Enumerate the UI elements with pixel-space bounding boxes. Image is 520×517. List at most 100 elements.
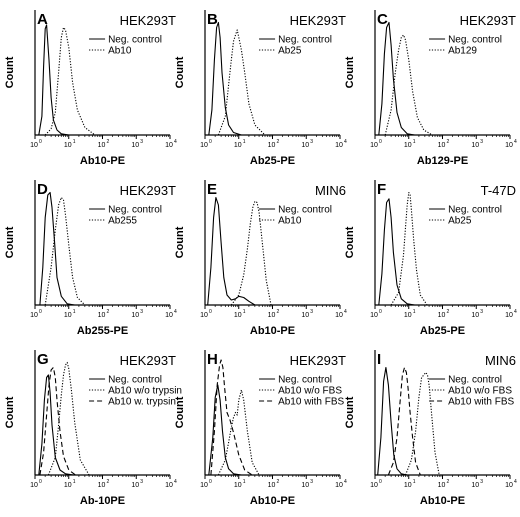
panel-letter: H	[207, 351, 218, 368]
x-tick-label: 10	[438, 312, 446, 319]
x-tick-exponent: 1	[413, 309, 416, 315]
x-tick-label: 10	[268, 312, 276, 319]
x-tick-label: 10	[200, 312, 208, 319]
x-axis-label: Ab25-PE	[250, 155, 295, 167]
cell-line-label: T-47D	[481, 183, 516, 198]
panel-letter: I	[377, 351, 381, 368]
x-tick-exponent: 2	[447, 479, 450, 485]
x-tick-exponent: 3	[310, 479, 313, 485]
x-tick-exponent: 1	[73, 139, 76, 145]
y-axis-label: Count	[4, 396, 16, 428]
legend-label: Ab10 with FBS	[278, 397, 344, 408]
y-axis-label: Count	[174, 396, 186, 428]
y-axis-label: Count	[4, 56, 16, 88]
x-tick-exponent: 0	[379, 309, 382, 315]
x-tick-label: 10	[234, 482, 242, 489]
legend-label: Ab10	[278, 216, 302, 227]
series-line-dotted	[384, 34, 433, 136]
x-tick-label: 10	[370, 142, 378, 149]
legend-label: Neg. control	[108, 205, 162, 216]
x-tick-exponent: 2	[277, 139, 280, 145]
x-tick-label: 10	[131, 312, 139, 319]
x-tick-exponent: 1	[243, 139, 246, 145]
x-tick-exponent: 4	[174, 479, 177, 485]
x-tick-exponent: 0	[379, 479, 382, 485]
x-tick-label: 10	[268, 142, 276, 149]
x-tick-label: 10	[505, 312, 513, 319]
x-tick-exponent: 1	[413, 479, 416, 485]
series-line-dotted	[217, 389, 260, 476]
x-tick-exponent: 1	[413, 139, 416, 145]
legend-label: Ab10 w. trypsin	[108, 397, 176, 408]
series-line-solid	[208, 21, 249, 136]
cell-line-label: HEK293T	[120, 183, 176, 198]
legend-label: Ab25	[448, 216, 472, 227]
legend-label: Ab10 w/o FBS	[278, 386, 342, 397]
x-tick-exponent: 0	[39, 309, 42, 315]
series-line-dotted	[44, 26, 96, 136]
panel-letter: B	[207, 11, 218, 28]
series-line-solid	[378, 21, 415, 136]
x-tick-label: 10	[30, 312, 38, 319]
x-axis-label: Ab10-PE	[80, 155, 125, 167]
y-axis-label: Count	[344, 396, 356, 428]
series-line-dotted	[390, 191, 428, 306]
series-line-solid	[377, 366, 415, 476]
cell-line-label: HEK293T	[290, 13, 346, 28]
legend-label: Neg. control	[278, 205, 332, 216]
x-tick-label: 10	[131, 482, 139, 489]
x-tick-label: 10	[234, 312, 242, 319]
x-tick-exponent: 0	[39, 139, 42, 145]
x-tick-exponent: 4	[514, 309, 517, 315]
x-tick-exponent: 2	[277, 479, 280, 485]
x-tick-exponent: 2	[107, 139, 110, 145]
series-line-solid	[39, 191, 75, 306]
x-tick-label: 10	[370, 312, 378, 319]
x-tick-exponent: 2	[107, 479, 110, 485]
panel-letter: F	[377, 181, 386, 198]
x-tick-exponent: 1	[73, 309, 76, 315]
legend-label: Neg. control	[278, 35, 332, 46]
x-tick-label: 10	[200, 482, 208, 489]
legend-label: Ab255	[108, 216, 137, 227]
series-line-solid	[38, 24, 79, 136]
panel-letter: E	[207, 181, 217, 198]
x-tick-exponent: 0	[209, 139, 212, 145]
x-tick-label: 10	[30, 482, 38, 489]
x-tick-exponent: 2	[107, 309, 110, 315]
x-tick-exponent: 3	[480, 479, 483, 485]
x-tick-label: 10	[404, 312, 412, 319]
x-axis-label: Ab255-PE	[77, 325, 128, 337]
legend-label: Neg. control	[448, 205, 502, 216]
x-tick-label: 10	[335, 482, 343, 489]
x-tick-exponent: 0	[379, 139, 382, 145]
x-tick-exponent: 4	[514, 479, 517, 485]
legend-label: Ab129	[448, 46, 477, 57]
x-tick-label: 10	[64, 142, 72, 149]
x-tick-label: 10	[335, 312, 343, 319]
x-tick-label: 10	[505, 482, 513, 489]
x-tick-exponent: 0	[209, 479, 212, 485]
legend-label: Neg. control	[108, 375, 162, 386]
x-tick-exponent: 4	[174, 309, 177, 315]
x-tick-label: 10	[438, 482, 446, 489]
x-tick-label: 10	[200, 142, 208, 149]
cell-line-label: HEK293T	[290, 353, 346, 368]
panel-letter: A	[37, 11, 48, 28]
series-line-dashed	[387, 366, 421, 476]
x-tick-exponent: 4	[344, 479, 347, 485]
x-tick-exponent: 0	[39, 479, 42, 485]
x-tick-exponent: 4	[174, 139, 177, 145]
series-line-dotted	[230, 200, 272, 306]
series-line-solid	[38, 374, 74, 476]
x-tick-label: 10	[234, 142, 242, 149]
x-tick-exponent: 3	[140, 139, 143, 145]
legend-label: Neg. control	[448, 375, 502, 386]
x-tick-label: 10	[268, 482, 276, 489]
